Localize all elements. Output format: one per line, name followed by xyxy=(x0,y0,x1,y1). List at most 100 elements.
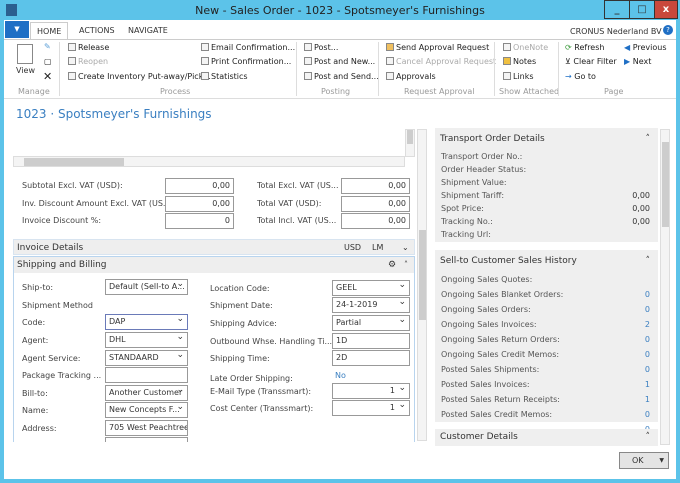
field-input[interactable]: Another Customer xyxy=(105,385,188,401)
field-input[interactable]: 2D xyxy=(332,350,410,366)
close-button[interactable]: x xyxy=(654,0,678,19)
late-order-shipping-value[interactable]: No xyxy=(335,371,346,380)
field-input[interactable]: GEEL xyxy=(332,280,410,296)
history-row: Posted Sales Return Receipts: 0 xyxy=(435,392,658,419)
next-button[interactable]: ▶ Next xyxy=(624,57,652,66)
cancel-approval-button[interactable]: Cancel Approval Request xyxy=(386,57,496,66)
onenote-button[interactable]: OneNote xyxy=(503,43,548,52)
field-input[interactable]: 705 West Peachtree ... xyxy=(105,420,188,436)
previous-button[interactable]: ◀ Previous xyxy=(624,43,667,52)
tab-actions[interactable]: ACTIONS xyxy=(79,26,115,35)
sales-history-header[interactable]: Sell-to Customer Sales History ˄ xyxy=(440,256,650,266)
create-inventory-button[interactable]: Create Inventory Put-away/Pick... xyxy=(68,72,211,81)
expand-icon[interactable]: ⌄ xyxy=(402,243,409,252)
collapse-icon[interactable]: ˄ xyxy=(404,260,408,269)
reopen-icon xyxy=(68,57,76,65)
row-label: Tracking No.: xyxy=(441,217,493,226)
maximize-button[interactable]: □ xyxy=(629,0,655,19)
app-menu-button[interactable]: ▼ xyxy=(5,21,29,38)
history-count-link[interactable]: 2 xyxy=(644,320,650,329)
approvals-button[interactable]: Approvals xyxy=(386,72,436,81)
history-count-link[interactable]: 0 xyxy=(644,290,650,299)
field-input[interactable]: New Concepts F... xyxy=(105,402,188,418)
post-button[interactable]: Post... xyxy=(304,43,338,52)
notes-icon xyxy=(503,57,511,65)
ribbon-divider xyxy=(296,42,297,96)
history-count-link[interactable]: 0 xyxy=(644,335,650,344)
view-button[interactable]: View xyxy=(16,44,35,75)
field-input[interactable]: 24-1-2019 xyxy=(332,297,410,313)
factbox-scrollbar[interactable] xyxy=(660,129,670,445)
go-to-button[interactable]: → Go to xyxy=(565,72,596,81)
history-count-link[interactable]: 1 xyxy=(644,395,650,404)
customer-details-header[interactable]: Customer Details ˄ xyxy=(440,432,650,442)
collapse-icon: ˄ xyxy=(645,134,651,144)
refresh-button[interactable]: ⟳ Refresh xyxy=(565,43,605,52)
clear-filter-button[interactable]: ⊻ Clear Filter xyxy=(565,57,617,66)
history-count-link[interactable]: 0 xyxy=(644,410,650,419)
post-and-send-button[interactable]: Post and Send... xyxy=(304,72,379,81)
field-label: Ship-to: xyxy=(22,283,54,292)
total-field[interactable]: 0 xyxy=(165,213,234,229)
inventory-icon xyxy=(68,72,76,80)
field-input[interactable]: DAP xyxy=(105,314,188,330)
history-count-link[interactable]: 0 xyxy=(644,305,650,314)
field-input-partial[interactable] xyxy=(105,437,188,442)
email-confirmation-button[interactable]: Email Confirmation... xyxy=(201,43,295,52)
group-process: Process xyxy=(160,87,191,96)
statistics-button[interactable]: Statistics xyxy=(201,72,248,81)
reopen-button[interactable]: Reopen xyxy=(68,57,108,66)
history-count-link[interactable]: 0 xyxy=(644,365,650,374)
field-input[interactable]: 1 xyxy=(332,400,410,416)
total-label: Total Excl. VAT (US... xyxy=(257,181,339,190)
field-label: E-Mail Type (Transsmart): xyxy=(210,387,312,396)
links-button[interactable]: Links xyxy=(503,72,534,81)
release-button[interactable]: Release xyxy=(68,43,109,52)
lines-vertical-scrollbar[interactable] xyxy=(405,129,415,157)
lines-horizontal-scrollbar[interactable] xyxy=(13,156,405,167)
row-label: Order Header Status: xyxy=(441,165,527,174)
delete-icon[interactable]: ✕ xyxy=(43,70,53,83)
links-icon xyxy=(503,72,511,80)
total-field[interactable]: 0,00 xyxy=(165,196,234,212)
total-field[interactable]: 0,00 xyxy=(341,196,410,212)
ok-button[interactable]: OK ▼ xyxy=(619,452,669,469)
field-input[interactable]: Default (Sell-to A... xyxy=(105,279,188,295)
field-input[interactable]: STANDAARD xyxy=(105,350,188,366)
minimize-button[interactable]: _ xyxy=(604,0,630,19)
new-icon[interactable]: ▢ xyxy=(44,57,52,66)
send-approval-icon xyxy=(386,43,394,51)
ribbon-divider xyxy=(59,42,60,96)
row-label: Tracking Url: xyxy=(441,230,491,239)
field-input[interactable]: Partial xyxy=(332,315,410,331)
history-count-link[interactable]: 1 xyxy=(644,380,650,389)
main-vertical-scrollbar[interactable] xyxy=(417,129,427,441)
transport-order-header[interactable]: Transport Order Details ˄ xyxy=(440,134,651,144)
total-field[interactable]: 0,00 xyxy=(341,213,410,229)
field-label: Shipping Advice: xyxy=(210,319,277,328)
row-label: Posted Sales Return Receipts: xyxy=(441,395,560,404)
field-input[interactable]: 1 xyxy=(332,383,410,399)
ribbon-divider xyxy=(378,42,379,96)
invoice-details-header[interactable]: Invoice Details USD LM ⌄ xyxy=(13,239,415,255)
notes-button[interactable]: Notes xyxy=(503,57,536,66)
total-field[interactable]: 0,00 xyxy=(341,178,410,194)
total-field[interactable]: 0,00 xyxy=(165,178,234,194)
tab-navigate[interactable]: NAVIGATE xyxy=(128,26,168,35)
send-approval-button[interactable]: Send Approval Request xyxy=(386,43,489,52)
help-icon[interactable]: ? xyxy=(663,25,673,35)
field-input[interactable]: 1D xyxy=(332,333,410,349)
shipping-billing-section xyxy=(13,256,415,442)
post-and-new-button[interactable]: Post and New... xyxy=(304,57,375,66)
field-input[interactable]: DHL xyxy=(105,332,188,348)
history-row: Posted Sales Invoices: 1 xyxy=(435,377,658,404)
print-confirmation-button[interactable]: Print Confirmation... xyxy=(201,57,291,66)
tab-home[interactable]: HOME xyxy=(30,22,69,40)
field-label: Shipping Time: xyxy=(210,354,270,363)
settings-icon[interactable]: ⚙ xyxy=(388,260,397,270)
field-input[interactable] xyxy=(105,367,188,383)
history-row: Ongoing Sales Quotes: 0 xyxy=(435,272,658,299)
edit-icon[interactable]: ✎ xyxy=(44,42,51,51)
shipping-billing-header[interactable]: Shipping and Billing ⚙ ˄ xyxy=(14,257,414,273)
history-count-link[interactable]: 0 xyxy=(644,350,650,359)
